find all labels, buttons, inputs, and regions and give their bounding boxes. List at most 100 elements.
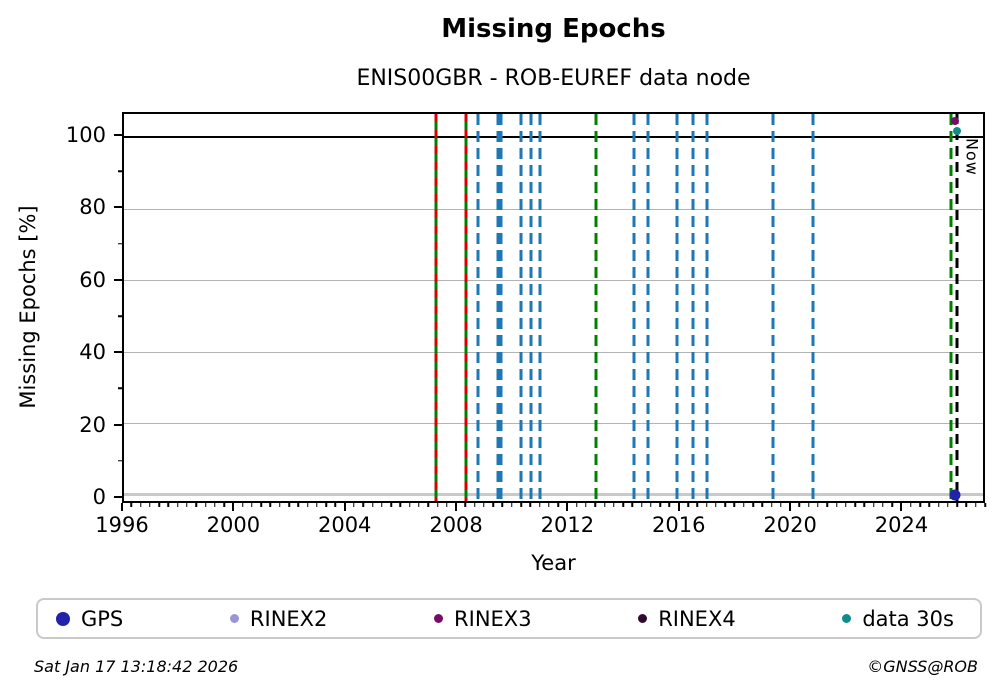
y-tick (114, 351, 122, 354)
event-line-blue (675, 114, 679, 501)
x-tick (176, 503, 179, 507)
x-tick (780, 503, 782, 507)
x-tick (557, 503, 559, 507)
x-tick (715, 503, 717, 507)
x-tick (956, 503, 958, 507)
x-tick (492, 503, 494, 507)
x-tick (473, 503, 476, 507)
x-tick (947, 503, 949, 507)
x-tick (919, 503, 921, 507)
x-tick-label: 2004 (317, 513, 372, 537)
x-axis-label: Year (531, 551, 576, 575)
x-tick (631, 503, 634, 507)
legend-marker-icon (229, 614, 239, 623)
now-label: Now (962, 138, 982, 176)
x-tick (752, 503, 754, 507)
x-tick (223, 503, 225, 507)
legend-item: RINEX4 (638, 607, 736, 631)
x-tick (863, 503, 866, 507)
x-tick (139, 503, 142, 507)
legend-label: RINEX4 (658, 606, 736, 631)
x-tick (325, 503, 327, 507)
x-tick (214, 503, 216, 507)
x-tick (288, 503, 290, 507)
legend-item: RINEX2 (229, 606, 328, 631)
x-tick (882, 503, 884, 507)
x-tick (464, 503, 467, 507)
legend-label: GPS (81, 606, 124, 631)
event-line-blue (632, 114, 636, 501)
y-tick (118, 387, 122, 390)
x-tick (121, 503, 123, 511)
x-tick (306, 503, 309, 507)
x-tick (594, 503, 596, 507)
x-tick (260, 503, 262, 507)
event-line-green (594, 114, 598, 501)
x-tick (529, 503, 532, 507)
x-tick (510, 503, 513, 507)
legend-marker-icon (434, 614, 444, 623)
event-line-green (949, 114, 953, 501)
y-axis-label: Missing Epochs [%] (16, 205, 40, 409)
x-tick (186, 503, 188, 507)
event-line-now (955, 114, 959, 501)
event-line-blue (496, 114, 500, 501)
x-tick (910, 503, 912, 507)
y-tick-label: 100 (65, 123, 106, 148)
legend-marker-icon (638, 614, 648, 623)
x-tick (501, 503, 504, 507)
x-tick (334, 503, 337, 507)
data-point-rinex3 (951, 117, 960, 126)
x-tick (269, 503, 272, 507)
x-tick (381, 503, 383, 507)
x-tick (408, 503, 411, 507)
x-tick (650, 503, 652, 507)
reference-line (124, 135, 983, 138)
h-gridline (124, 423, 983, 425)
x-tick (900, 503, 903, 511)
x-tick (566, 503, 569, 511)
legend-marker-icon (842, 614, 852, 623)
y-tick-label: 20 (79, 412, 106, 437)
event-line-green-red (434, 114, 438, 501)
reference-line (124, 493, 983, 497)
legend-label: data 30s (862, 606, 954, 631)
y-tick (114, 423, 122, 426)
legend-marker-icon (56, 611, 70, 626)
legend-item: RINEX3 (434, 607, 532, 631)
event-line-blue (771, 114, 775, 501)
x-tick (455, 503, 458, 511)
x-tick-label: 2012 (540, 513, 595, 537)
plot-area: Now (122, 112, 985, 503)
h-gridline (124, 351, 983, 353)
x-tick (826, 503, 828, 507)
x-tick (613, 503, 615, 507)
x-tick (418, 503, 420, 507)
y-tick (118, 242, 122, 245)
plot-area-inner: Now (124, 114, 983, 501)
data-point-gps (949, 489, 961, 501)
x-tick (251, 503, 253, 507)
event-line-green-red (464, 114, 468, 501)
x-tick (436, 503, 439, 507)
x-tick (937, 503, 940, 507)
x-tick (696, 503, 699, 507)
x-tick (297, 503, 300, 507)
x-tick (677, 503, 680, 511)
x-tick (789, 503, 792, 511)
chart-subtitle: ENIS00GBR - ROB-EUREF data node (356, 66, 751, 91)
x-tick (798, 503, 801, 507)
x-tick (845, 503, 847, 507)
x-tick (585, 503, 587, 507)
y-tick (118, 315, 122, 317)
x-tick (483, 503, 485, 507)
x-tick (817, 503, 819, 507)
event-line-blue (529, 114, 532, 501)
x-tick-label: 2016 (652, 513, 706, 537)
legend-label: RINEX2 (249, 606, 328, 631)
x-tick (390, 503, 392, 507)
x-tick-label: 2024 (874, 513, 929, 537)
y-tick-label: 40 (79, 340, 106, 365)
legend: GPS RINEX2 RINEX3 RINEX4 data 30s (36, 598, 982, 639)
